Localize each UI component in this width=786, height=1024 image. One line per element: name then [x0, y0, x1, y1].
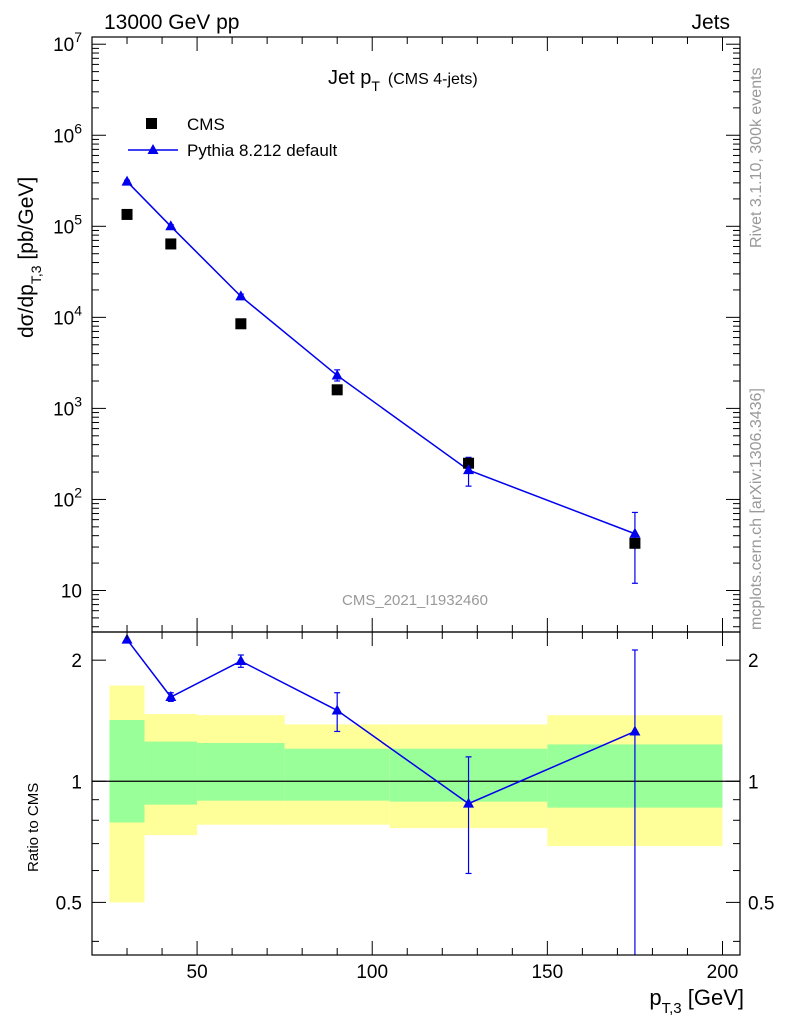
- mc-point: [121, 175, 133, 186]
- cms-data-point: [629, 537, 641, 549]
- cms-data-point: [463, 457, 475, 469]
- x-tick-label: 200: [707, 962, 739, 983]
- ratio-y-tick-label-left: 0.5: [56, 893, 82, 914]
- ratio-mc-line: [126, 639, 636, 805]
- ratio-band-inner: [144, 741, 198, 805]
- top-y-tick-label: 104: [53, 302, 82, 329]
- top-y-tick-label: 103: [53, 393, 82, 420]
- top-y-tick-label: 107: [53, 29, 82, 56]
- mc-line: [126, 181, 636, 535]
- legend-pythia-label: Pythia 8.212 default: [187, 141, 338, 160]
- ratio-band-inner: [109, 720, 145, 823]
- mc-point: [235, 290, 247, 301]
- ratio-mc-point: [331, 704, 343, 715]
- mcplots-info: mcplots.cern.ch [arXiv:1306.3436]: [748, 388, 765, 630]
- x-axis-label: pT,3 [GeV]: [649, 985, 744, 1017]
- ratio-y-tick-label-left: 2: [71, 651, 82, 672]
- cms-data-point: [165, 238, 177, 250]
- x-tick-label: 100: [356, 962, 388, 983]
- legend-pythia-marker: [147, 144, 159, 154]
- ratio-y-tick-label-right: 0.5: [748, 893, 774, 914]
- header-right: Jets: [691, 11, 730, 34]
- analysis-watermark: CMS_2021_I1932460: [342, 592, 488, 609]
- legend-cms-label: CMS: [187, 115, 225, 134]
- top-y-tick-label: 106: [53, 120, 82, 147]
- mc-point: [331, 369, 343, 380]
- ratio-mc-point: [235, 655, 247, 666]
- ratio-mc-point: [463, 797, 475, 808]
- ratio-mc-point: [165, 690, 177, 701]
- mc-point: [463, 464, 475, 475]
- top-y-tick-label: 102: [53, 484, 82, 511]
- cms-data-point: [331, 384, 343, 396]
- rivet-info: Rivet 3.1.10, 300k events: [748, 67, 765, 248]
- top-y-tick-label: 105: [53, 211, 82, 238]
- mc-point: [629, 527, 641, 538]
- mc-point: [165, 220, 177, 231]
- ratio-mc-point: [629, 725, 641, 736]
- legend-cms-marker: [146, 118, 157, 129]
- ratio-band-inner: [284, 748, 390, 801]
- ratio-y-tick-label-right: 1: [748, 772, 759, 793]
- ratio-y-tick-label-right: 2: [748, 651, 759, 672]
- cms-data-point: [235, 318, 247, 330]
- x-tick-label: 50: [187, 962, 208, 983]
- cms-data-point: [121, 208, 133, 220]
- top-y-axis-label: dσ/dpT,3 [pb/GeV]: [15, 177, 44, 338]
- chart-title: Jet pT (CMS 4-jets): [328, 67, 478, 94]
- ratio-band-inner: [197, 742, 285, 801]
- x-tick-label: 150: [531, 962, 563, 983]
- top-y-tick-label: 10: [61, 581, 82, 602]
- ratio-y-tick-label-left: 1: [71, 772, 82, 793]
- header-left: 13000 GeV pp: [104, 11, 239, 34]
- ratio-panel-frame: [91, 631, 741, 956]
- ratio-y-axis-label: Ratio to CMS: [25, 783, 42, 872]
